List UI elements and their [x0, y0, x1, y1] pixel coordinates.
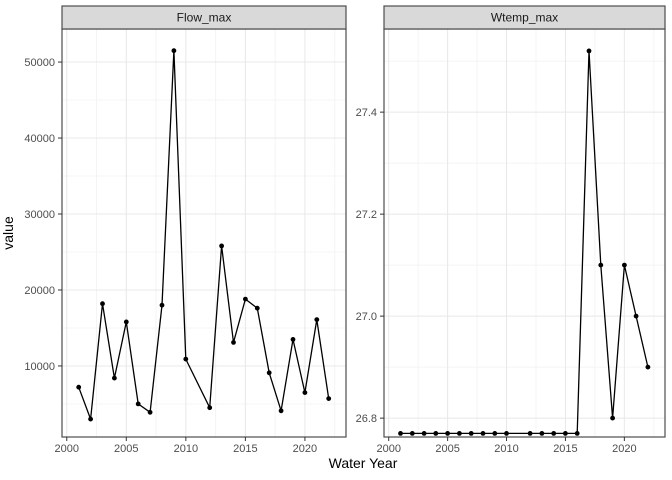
data-point — [159, 302, 165, 308]
data-point — [183, 356, 189, 362]
x-tick-label: 2015 — [233, 443, 257, 455]
x-tick-label: 2000 — [55, 443, 79, 455]
data-point — [171, 48, 177, 54]
y-tick-label: 20000 — [24, 285, 55, 297]
data-point — [100, 301, 105, 307]
x-tick-label: 2010 — [494, 443, 518, 455]
data-point — [492, 431, 498, 436]
x-tick-label: 2005 — [435, 443, 459, 455]
data-point — [254, 305, 260, 311]
y-tick-label: 27.0 — [356, 311, 377, 323]
facet-flow-max: 2000 2005 2010 2015 2020 10000 20000 30000 40000… — [24, 28, 347, 455]
data-point — [219, 243, 225, 249]
x-tick-label: 2020 — [612, 443, 636, 455]
facet-panels: 2000 2005 2010 2015 2020 10000 20000 30000 40000… — [24, 28, 666, 455]
y-tick-label: 27.4 — [356, 107, 377, 119]
data-point — [243, 296, 248, 302]
data-point — [480, 431, 486, 436]
x-tick-label: 2020 — [293, 443, 317, 455]
y-tick-label: 27.2 — [356, 209, 377, 221]
data-point — [278, 408, 284, 414]
facet-strip-wtemp-max — [383, 5, 666, 30]
x-axis-title: Water Year — [329, 455, 398, 471]
data-point — [539, 431, 545, 436]
data-point — [88, 416, 93, 422]
data-point — [123, 319, 129, 325]
data-point — [468, 431, 474, 436]
x-tick-label: 2000 — [376, 443, 400, 455]
data-point — [302, 390, 308, 395]
data-point — [610, 415, 615, 421]
y-tick-label: 26.8 — [356, 413, 377, 425]
y-tick-label: 40000 — [24, 133, 55, 145]
panel-background — [384, 29, 665, 437]
data-point — [207, 405, 213, 411]
y-tick-label: 30000 — [24, 209, 55, 221]
data-point — [586, 48, 592, 54]
data-point — [112, 375, 117, 381]
data-point — [445, 431, 450, 436]
data-point — [527, 431, 533, 436]
data-point — [421, 431, 427, 436]
x-tick-label: 2005 — [114, 443, 138, 455]
data-point — [290, 337, 296, 342]
x-tick-label: 2010 — [174, 443, 198, 455]
x-tick-label: 2015 — [553, 443, 577, 455]
data-point — [147, 409, 153, 415]
data-point — [645, 364, 651, 370]
data-point — [314, 317, 320, 322]
data-point — [326, 396, 332, 401]
facet-strip-label-flow-max: Flow_max — [177, 11, 232, 25]
data-point — [76, 384, 82, 390]
panel-background — [62, 29, 346, 437]
data-point — [409, 431, 415, 436]
data-point — [551, 431, 557, 436]
data-point — [457, 431, 462, 436]
y-tick-label: 50000 — [24, 57, 55, 69]
data-point — [135, 401, 141, 407]
facet-strip-flow-max — [61, 5, 347, 30]
facet-strips: Flow_max Wtemp_max — [61, 5, 666, 30]
data-point — [563, 431, 568, 436]
facet-strip-label-wtemp-max: Wtemp_max — [491, 11, 558, 25]
data-point — [574, 431, 580, 436]
data-point — [231, 340, 236, 345]
data-point — [504, 431, 509, 436]
y-axis-title: value — [0, 216, 16, 250]
data-point — [266, 370, 272, 376]
data-point — [622, 262, 627, 268]
data-point — [398, 431, 403, 436]
data-point — [598, 262, 604, 268]
facet-wtemp-max: 2000 2005 2010 2015 2020 26.8 27.0 27.2 27.4 — [356, 28, 666, 455]
data-point — [433, 431, 439, 436]
y-tick-label: 10000 — [24, 361, 55, 373]
data-point — [633, 313, 639, 319]
